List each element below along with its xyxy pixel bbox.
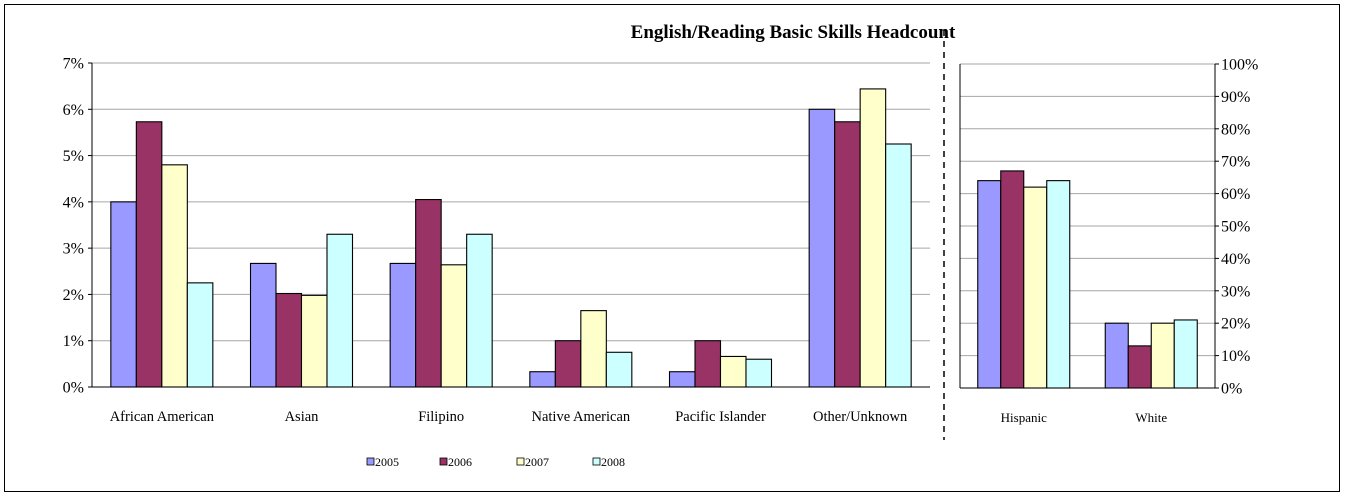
legend-swatch-2007: [516, 457, 525, 466]
bar-asian-2008: [326, 233, 354, 388]
y-tick-label: 5%: [63, 148, 84, 165]
bar-white-2007: [1150, 322, 1175, 389]
bar-other-unknown-2008: [885, 143, 912, 388]
legend-label-2007: 2007: [525, 455, 549, 469]
bar-african-american-2006: [135, 121, 163, 388]
y-tick-label: 0%: [63, 380, 84, 397]
y-tick-label: 2%: [63, 287, 84, 304]
bar-asian-2007: [300, 294, 328, 388]
x-category-label: Filipino: [418, 409, 464, 425]
y-tick-label: 80%: [1221, 121, 1250, 138]
bar-hispanic-2006: [1000, 170, 1025, 389]
bar-white-2008: [1173, 319, 1198, 389]
y-tick-label: 10%: [1221, 348, 1250, 365]
legend-swatch-2005: [366, 457, 375, 466]
bar-other-unknown-2005: [808, 108, 836, 388]
y-tick-label: 7%: [63, 56, 84, 73]
bar-filipino-2008: [466, 233, 493, 388]
y-tick-label: 70%: [1221, 154, 1250, 171]
y-tick-label: 60%: [1221, 186, 1250, 203]
x-category-label: Pacific Islander: [675, 409, 766, 425]
chart-title: English/Reading Basic Skills Headcount: [631, 22, 956, 43]
legend: 2005 2006 2007 2008: [366, 455, 625, 469]
legend-label-2008: 2008: [601, 455, 625, 469]
legend-label-2005: 2005: [375, 455, 399, 469]
y-tick-label: 0%: [1221, 381, 1242, 398]
x-category-label: White: [1135, 410, 1167, 425]
legend-swatch-2006: [439, 457, 448, 466]
bar-filipino-2005: [389, 262, 417, 388]
bar-native-american-2005: [529, 371, 556, 388]
bar-pacific-islander-2006: [694, 340, 722, 388]
y-tick-label: 40%: [1221, 251, 1250, 268]
bar-white-2005: [1104, 322, 1129, 389]
bar-other-unknown-2007: [859, 88, 887, 388]
right-axis: 0% 10% 20% 30% 40% 50% 60% 70% 80% 90% 100% Hispani…: [959, 57, 1258, 425]
bar-other-unknown-2006: [834, 121, 861, 388]
left-axis: 0% 1% 2% 3% 4% 5% 6% 7% African American Asian Fil…: [63, 56, 930, 425]
y-tick-label: 50%: [1221, 219, 1250, 236]
bar-african-american-2008: [186, 282, 214, 388]
y-tick-label: 100%: [1221, 57, 1258, 74]
left-bars: [110, 88, 912, 388]
x-category-label: Hispanic: [1001, 410, 1047, 425]
bar-hispanic-2005: [977, 180, 1002, 389]
x-category-label: Native American: [532, 409, 631, 425]
y-tick-label: 90%: [1221, 89, 1250, 106]
y-tick-label: 20%: [1221, 316, 1250, 333]
bar-pacific-islander-2008: [745, 358, 773, 388]
x-category-label: Asian: [285, 409, 320, 425]
bar-hispanic-2007: [1023, 186, 1048, 389]
bar-asian-2006: [275, 292, 303, 388]
y-tick-label: 6%: [63, 102, 84, 119]
y-tick-label: 30%: [1221, 283, 1250, 300]
bar-native-american-2006: [554, 340, 582, 388]
x-category-label: Other/Unknown: [813, 409, 908, 425]
y-tick-label: 3%: [63, 241, 84, 258]
right-bars: [977, 170, 1198, 389]
bar-native-american-2007: [580, 310, 607, 388]
legend-swatch-2008: [592, 457, 601, 466]
bar-african-american-2007: [161, 164, 188, 388]
bar-pacific-islander-2007: [719, 355, 747, 388]
bar-hispanic-2008: [1046, 180, 1071, 389]
left-gridlines: [92, 62, 930, 342]
legend-label-2006: 2006: [448, 455, 472, 469]
x-category-label: African American: [110, 409, 215, 425]
bar-filipino-2006: [415, 198, 442, 388]
bar-native-american-2008: [605, 351, 633, 388]
bar-white-2006: [1127, 345, 1152, 389]
bar-filipino-2007: [440, 264, 468, 388]
bar-pacific-islander-2005: [668, 371, 696, 388]
y-tick-label: 4%: [63, 194, 84, 211]
y-tick-label: 1%: [63, 333, 84, 350]
bar-african-american-2005: [110, 201, 137, 388]
bar-asian-2005: [249, 262, 277, 388]
